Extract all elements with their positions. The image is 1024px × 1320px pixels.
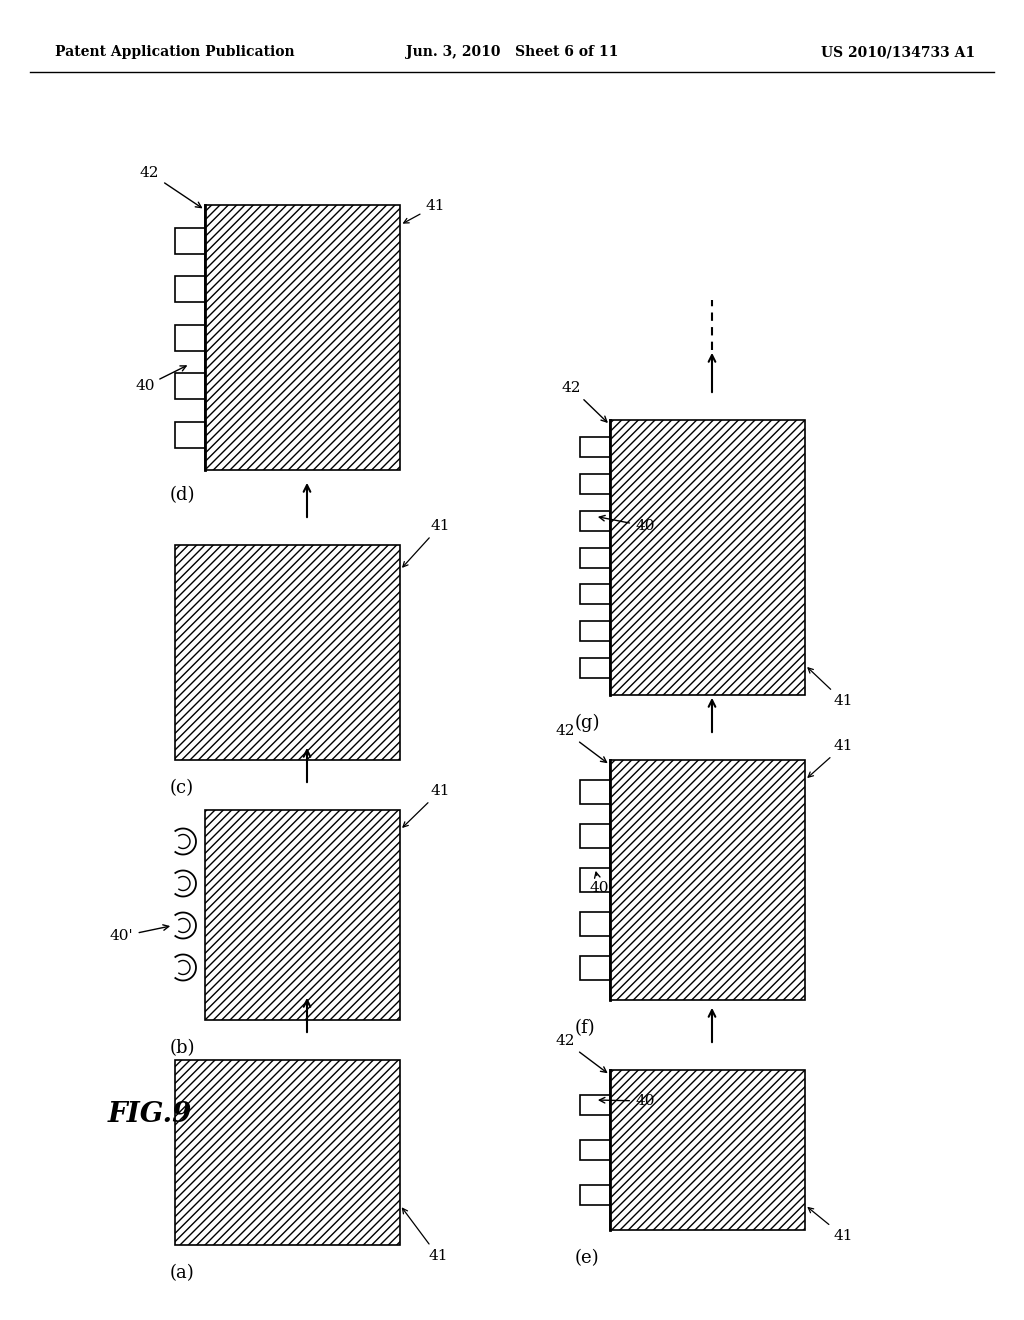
- Text: 40': 40': [110, 925, 169, 944]
- Bar: [610, 760, 805, 1001]
- Bar: [175, 421, 205, 447]
- Bar: [583, 661, 607, 675]
- Bar: [580, 956, 610, 979]
- Bar: [175, 227, 205, 253]
- Text: 41: 41: [808, 739, 853, 777]
- Bar: [175, 1060, 400, 1245]
- Text: 42: 42: [555, 723, 606, 763]
- Bar: [580, 780, 610, 804]
- Text: 41: 41: [808, 668, 853, 708]
- Text: 42: 42: [562, 381, 607, 422]
- Text: 41: 41: [403, 199, 444, 223]
- Bar: [610, 420, 805, 696]
- Text: Patent Application Publication: Patent Application Publication: [55, 45, 295, 59]
- Text: (e): (e): [575, 1249, 600, 1267]
- Bar: [580, 824, 610, 847]
- Bar: [175, 374, 205, 399]
- Bar: [580, 622, 610, 642]
- Bar: [175, 325, 205, 351]
- Bar: [580, 585, 610, 605]
- Text: 40: 40: [590, 873, 609, 895]
- Bar: [583, 477, 607, 491]
- Bar: [580, 474, 610, 494]
- Text: 40: 40: [599, 1094, 654, 1107]
- Text: 42: 42: [140, 166, 202, 207]
- Bar: [580, 1185, 610, 1205]
- Text: 41: 41: [402, 1208, 447, 1263]
- Text: 40: 40: [135, 366, 186, 393]
- Text: (b): (b): [170, 1039, 196, 1057]
- Bar: [580, 437, 610, 457]
- Text: 41: 41: [402, 519, 450, 566]
- Bar: [583, 440, 607, 454]
- Bar: [580, 1096, 610, 1115]
- Text: (a): (a): [170, 1265, 195, 1282]
- Bar: [583, 624, 607, 639]
- Bar: [583, 587, 607, 602]
- Bar: [580, 869, 610, 892]
- Text: 42: 42: [555, 1034, 606, 1072]
- Bar: [580, 548, 610, 568]
- Text: FIG.9: FIG.9: [108, 1101, 193, 1129]
- Bar: [175, 276, 205, 302]
- Bar: [580, 511, 610, 531]
- Bar: [583, 550, 607, 565]
- Text: (d): (d): [170, 486, 196, 504]
- Bar: [583, 513, 607, 528]
- Text: Jun. 3, 2010   Sheet 6 of 11: Jun. 3, 2010 Sheet 6 of 11: [406, 45, 618, 59]
- Bar: [580, 912, 610, 936]
- Bar: [580, 1140, 610, 1160]
- Text: 41: 41: [808, 1208, 853, 1243]
- Bar: [205, 205, 400, 470]
- Bar: [610, 1071, 805, 1230]
- Text: 40: 40: [599, 515, 654, 533]
- Text: (c): (c): [170, 779, 195, 797]
- Bar: [175, 545, 400, 760]
- Bar: [580, 659, 610, 678]
- Text: (f): (f): [575, 1019, 596, 1038]
- Text: (g): (g): [575, 714, 600, 733]
- Text: 41: 41: [403, 784, 450, 828]
- Text: US 2010/134733 A1: US 2010/134733 A1: [821, 45, 975, 59]
- Bar: [205, 810, 400, 1020]
